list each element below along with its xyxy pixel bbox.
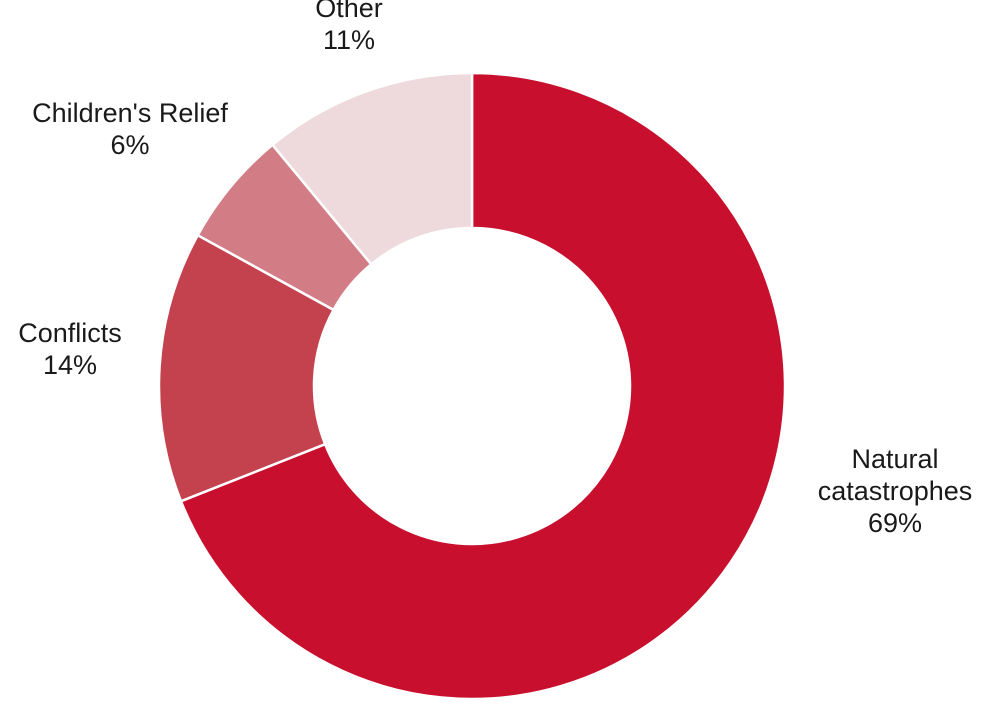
slice-name-label: Conflicts: [18, 318, 122, 348]
donut-slice-1: [157, 233, 336, 503]
slice-label-1: Conflicts 14%: [18, 318, 122, 380]
slice-label-2: Children's Relief 6%: [32, 98, 228, 160]
slice-name-label: Natural: [851, 444, 938, 474]
slice-label-3: Other 11%: [315, 0, 383, 55]
donut-slices: [157, 71, 787, 701]
donut-slice-0: [179, 71, 787, 701]
slice-labels: Natural catastrophes 69% Conflicts 14% Childr…: [18, 0, 972, 538]
slice-value-label: 14%: [43, 350, 97, 380]
slice-value-label: 69%: [868, 508, 922, 538]
slice-label-0: Natural catastrophes 69%: [818, 444, 973, 538]
slice-name-label: Children's Relief: [32, 98, 228, 128]
slice-name-label: Other: [315, 0, 383, 23]
slice-value-label: 11%: [323, 25, 375, 55]
slice-name-label: catastrophes: [818, 476, 973, 506]
donut-slice-3: [270, 71, 474, 267]
slice-value-label: 6%: [110, 130, 149, 160]
